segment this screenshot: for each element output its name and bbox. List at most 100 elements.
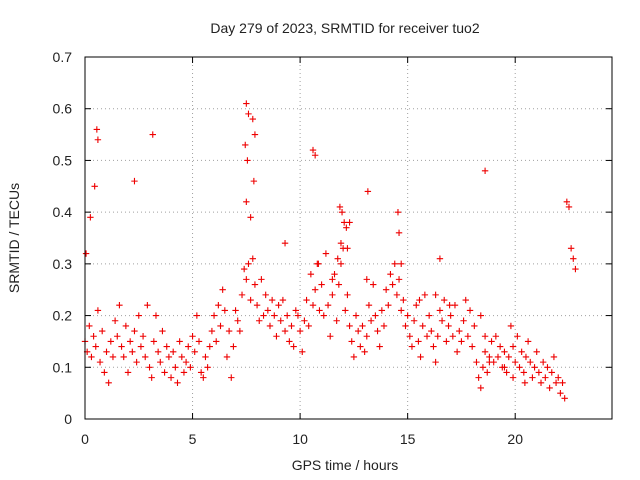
data-point — [451, 302, 459, 309]
data-point — [307, 271, 315, 278]
data-point — [488, 338, 495, 345]
y-tick-label: 0 — [64, 411, 72, 427]
data-point — [481, 333, 489, 340]
data-point — [266, 322, 274, 330]
data-point — [249, 115, 256, 123]
data-point — [208, 327, 216, 335]
data-point — [262, 291, 269, 299]
data-point — [432, 358, 439, 366]
data-point — [548, 369, 555, 376]
data-point — [561, 395, 568, 402]
x-tick-label: 20 — [507, 431, 523, 447]
data-point — [135, 312, 142, 319]
data-point — [364, 188, 372, 195]
data-point — [380, 322, 388, 330]
data-point — [456, 327, 463, 335]
data-point — [363, 333, 370, 340]
data-point — [333, 317, 340, 324]
data-point — [334, 255, 341, 262]
y-tick-label: 0.2 — [53, 308, 73, 324]
data-point — [395, 229, 403, 237]
data-point — [131, 177, 138, 185]
data-point — [423, 333, 431, 340]
data-point — [438, 317, 446, 324]
data-point — [240, 265, 248, 273]
data-point — [206, 343, 213, 350]
data-point — [464, 333, 472, 340]
x-tick-label: 15 — [400, 431, 416, 447]
data-point — [90, 333, 97, 340]
data-point — [137, 343, 145, 350]
data-point — [260, 312, 267, 319]
data-point — [436, 307, 444, 314]
data-point — [496, 343, 504, 350]
data-point — [428, 327, 435, 335]
data-point — [460, 317, 467, 324]
data-point — [389, 281, 396, 288]
data-point — [251, 131, 259, 138]
data-point — [413, 302, 420, 309]
data-point — [337, 239, 345, 247]
data-point — [567, 245, 575, 252]
data-point — [570, 255, 577, 262]
data-point — [245, 260, 252, 268]
data-point — [533, 348, 540, 355]
data-point — [494, 353, 502, 361]
data-point — [331, 271, 338, 278]
x-tick-label: 10 — [292, 431, 308, 447]
y-tick-label: 0.1 — [53, 359, 73, 375]
data-point — [238, 291, 246, 299]
data-point — [305, 322, 312, 330]
data-point — [210, 312, 218, 319]
data-point — [189, 333, 196, 340]
data-point — [449, 333, 457, 340]
data-point — [370, 281, 377, 288]
data-point — [157, 358, 164, 366]
data-point — [86, 322, 93, 330]
data-point — [191, 348, 198, 355]
data-point — [402, 322, 409, 330]
data-point — [122, 322, 130, 330]
data-point — [479, 364, 487, 371]
data-point — [337, 260, 345, 268]
data-point — [243, 100, 250, 107]
data-point — [176, 338, 183, 345]
data-point — [309, 302, 317, 309]
data-point — [430, 343, 437, 350]
data-point — [357, 343, 364, 350]
data-point — [133, 358, 140, 366]
data-point — [352, 312, 360, 319]
data-point — [294, 312, 302, 319]
data-point — [372, 312, 379, 319]
data-point — [527, 358, 534, 366]
data-point — [509, 343, 517, 350]
data-point — [91, 183, 98, 190]
data-point — [303, 296, 310, 304]
data-point — [236, 327, 244, 335]
data-point — [398, 260, 405, 268]
data-point — [99, 327, 106, 335]
axis-ticks — [84, 56, 612, 420]
data-point — [277, 317, 284, 324]
data-point — [185, 343, 192, 350]
data-point — [522, 353, 530, 361]
data-point — [223, 353, 231, 361]
data-point — [251, 281, 259, 288]
data-point — [161, 369, 168, 376]
data-point — [514, 333, 521, 340]
data-point — [329, 291, 336, 299]
data-point — [363, 276, 370, 283]
data-point — [273, 333, 280, 340]
data-point — [518, 348, 525, 355]
data-point — [111, 317, 119, 324]
data-point — [544, 364, 551, 371]
data-point — [258, 276, 265, 283]
data-point — [507, 322, 515, 330]
data-point — [382, 286, 390, 293]
data-point — [557, 389, 564, 397]
data-point — [552, 379, 560, 386]
data-point — [219, 286, 226, 293]
data-point — [182, 358, 190, 366]
data-point — [559, 379, 566, 386]
